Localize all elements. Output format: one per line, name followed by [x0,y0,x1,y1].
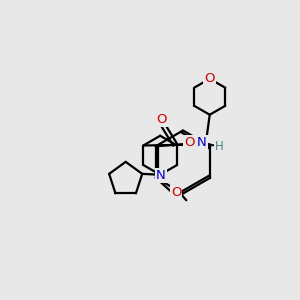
Text: N: N [156,169,166,182]
Text: O: O [157,113,167,126]
Text: O: O [184,136,195,149]
Text: O: O [171,186,181,199]
Text: O: O [205,72,215,85]
Text: H: H [214,140,224,153]
Text: N: N [197,136,206,149]
